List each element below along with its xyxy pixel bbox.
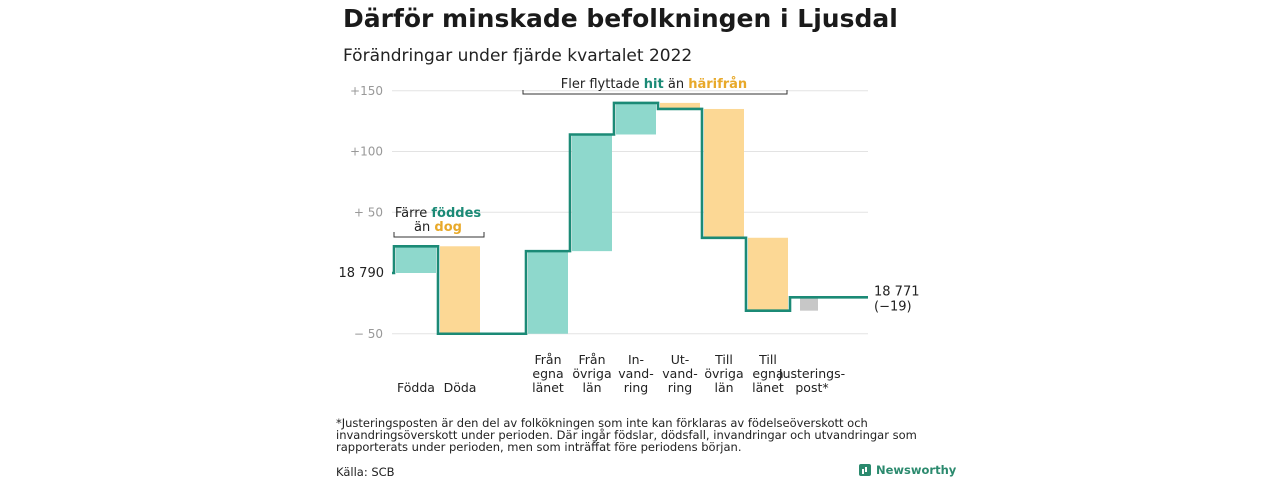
brand-name: Newsworthy — [876, 463, 957, 477]
category-label: egna — [752, 366, 783, 381]
y-tick-label: +100 — [350, 145, 383, 159]
start-value-label: 18 790 — [339, 266, 385, 281]
category-label: vand- — [618, 366, 653, 381]
category-label: län — [582, 380, 601, 395]
category-label: ring — [624, 380, 648, 395]
y-tick-label: + 50 — [354, 205, 383, 219]
category-label: länet — [532, 380, 564, 395]
y-tick-label: +150 — [350, 84, 383, 98]
waterfall-chart: +150+100+ 50− 50 Födda DödaFrånegnalänetF… — [339, 77, 920, 395]
step-line — [392, 101, 868, 336]
category-label: länet — [752, 380, 784, 395]
end-change-label: (−19) — [874, 299, 912, 314]
waterfall-bar — [440, 246, 480, 334]
waterfall-bar — [572, 134, 612, 252]
category-label: Till — [758, 352, 777, 367]
category-label: In- — [628, 352, 644, 367]
chart-title: Därför minskade befolkningen i Ljusdal — [343, 4, 898, 33]
y-tick-label: − 50 — [354, 327, 383, 341]
waterfall-bar — [396, 246, 436, 273]
waterfall-bar — [800, 297, 818, 311]
label-layer: Födda DödaFrånegnalänetFrånövrigalänIn-va… — [339, 77, 920, 395]
brand-logo: Newsworthy — [859, 463, 956, 477]
source-note: Källa: SCB — [336, 465, 395, 479]
end-value-label: 18 771 — [874, 284, 920, 299]
category-label: post* — [795, 380, 828, 395]
chart-subtitle: Förändringar under fjärde kvartalet 2022 — [343, 46, 693, 66]
waterfall-bar — [704, 108, 744, 238]
waterfall-bar — [528, 251, 568, 334]
footnote: *Justeringsposten är den del av folkökni… — [336, 416, 917, 454]
category-label: Döda — [444, 380, 477, 395]
migration-annotation: Fler flyttade hit än härifrån — [561, 77, 747, 92]
category-label: ring — [668, 380, 692, 395]
category-label: övriga — [572, 366, 611, 381]
category-label: vand- — [662, 366, 697, 381]
waterfall-bar — [616, 102, 656, 135]
births-annotation-line1: Färre föddes — [395, 206, 482, 221]
category-label: Ut- — [671, 352, 690, 367]
waterfall-bar — [660, 102, 700, 109]
category-label: Från — [578, 352, 605, 367]
migration-bracket — [522, 90, 788, 95]
category-label: Födda — [397, 380, 435, 395]
category-label: övriga — [704, 366, 743, 381]
waterfall-bar — [748, 237, 788, 311]
step-line-layer — [392, 101, 868, 336]
category-label: Från — [534, 352, 561, 367]
births-annotation-line2: än dog — [414, 220, 462, 235]
births-bracket — [393, 232, 485, 238]
category-label: egna — [532, 366, 563, 381]
bar-layer — [396, 102, 818, 334]
category-label: Justerings- — [778, 366, 845, 381]
category-label: Till — [714, 352, 733, 367]
category-label: län — [714, 380, 733, 395]
newsworthy-logo-icon — [859, 464, 871, 476]
